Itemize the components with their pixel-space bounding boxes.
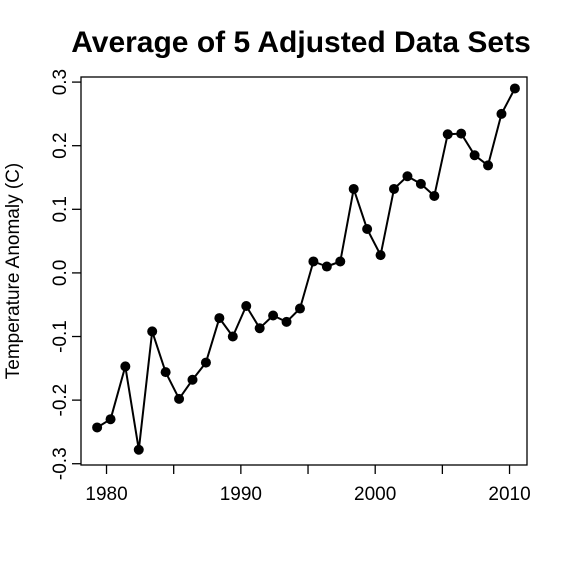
- data-point: [375, 250, 386, 261]
- data-point: [200, 357, 211, 368]
- data-point: [496, 108, 507, 119]
- data-point: [389, 183, 400, 194]
- data-point: [105, 414, 116, 425]
- y-axis-label: Temperature Anomaly (C): [3, 163, 24, 379]
- plot-frame: [80, 76, 528, 466]
- data-point: [133, 444, 144, 455]
- data-point: [321, 261, 332, 272]
- y-tick-label: 0.0: [50, 260, 71, 286]
- data-point: [348, 183, 359, 194]
- data-point: [415, 178, 426, 189]
- data-point: [268, 310, 279, 321]
- chart-title: Average of 5 Adjusted Data Sets: [71, 26, 531, 59]
- y-tick-label: 0.2: [50, 132, 71, 158]
- x-tick-label: 1990: [220, 484, 262, 505]
- data-point: [187, 374, 198, 385]
- data-point: [362, 224, 373, 235]
- y-tick-label: 0.3: [50, 69, 71, 95]
- data-point: [456, 128, 467, 139]
- y-tick-label: 0.1: [50, 196, 71, 222]
- x-tick-label: 2010: [488, 484, 530, 505]
- series-path: [96, 87, 516, 451]
- data-point: [294, 303, 305, 314]
- x-tick-label: 1980: [85, 484, 127, 505]
- data-point: [254, 323, 265, 334]
- data-point: [281, 316, 292, 327]
- x-tick-label: 2000: [354, 484, 396, 505]
- data-point: [241, 300, 252, 311]
- data-point: [174, 393, 185, 404]
- data-point: [442, 129, 453, 140]
- series-line: [92, 83, 520, 455]
- data-point: [227, 331, 238, 342]
- data-point: [147, 326, 158, 337]
- data-point: [308, 256, 319, 267]
- data-point: [160, 367, 171, 378]
- data-point: [335, 256, 346, 267]
- y-tick-label: -0.3: [50, 447, 71, 480]
- data-point: [483, 160, 494, 171]
- data-point: [509, 83, 520, 94]
- data-point: [469, 150, 480, 161]
- axes: 1980 1990 2000 2010 -0.3 -0.2 -0.1 0.0 0.1 0.2 0.3: [50, 69, 531, 505]
- data-point: [214, 313, 225, 324]
- data-point: [402, 171, 413, 182]
- data-point: [120, 361, 131, 372]
- y-tick-label: -0.2: [50, 384, 71, 417]
- data-point: [429, 190, 440, 201]
- y-tick-label: -0.1: [50, 320, 71, 353]
- data-point: [92, 422, 103, 433]
